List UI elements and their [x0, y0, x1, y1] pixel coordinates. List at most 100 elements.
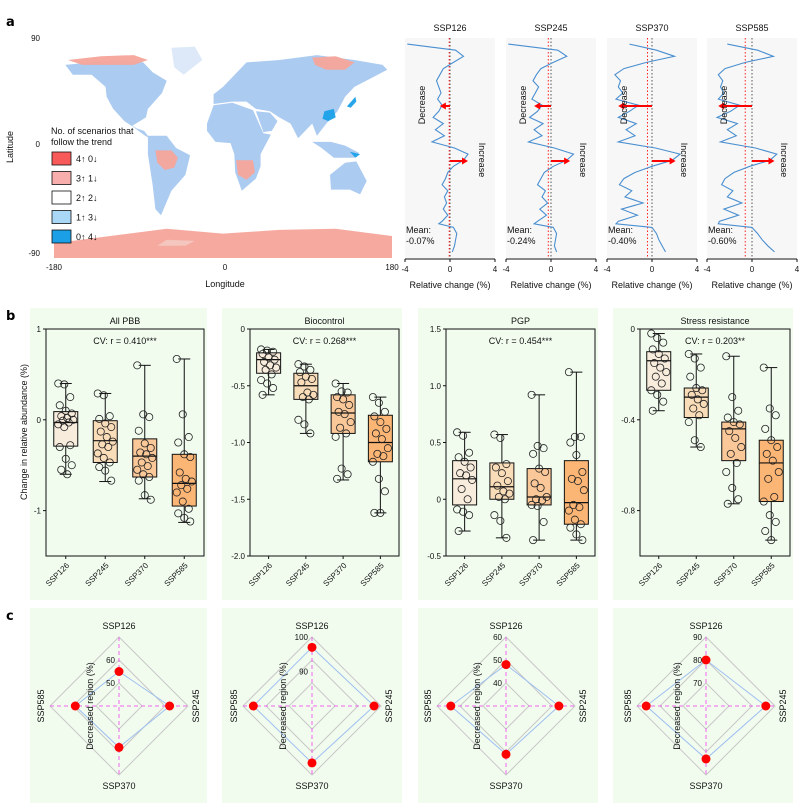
panel-background — [418, 308, 598, 600]
map-landmass — [255, 111, 278, 133]
data-point — [687, 390, 696, 399]
data-point — [333, 474, 342, 483]
data-point — [69, 415, 78, 424]
y-tick-label: 0 — [37, 416, 42, 425]
data-point — [735, 420, 744, 429]
x-axis-label: Relative change (%) — [409, 280, 490, 290]
data-point — [654, 349, 663, 358]
data-point — [96, 427, 105, 436]
radar-axis-label: SSP370 — [489, 781, 522, 791]
data-point — [662, 368, 671, 377]
data-point — [529, 536, 538, 545]
radar-point — [761, 701, 771, 711]
data-point — [765, 511, 774, 520]
map-landmass — [65, 60, 167, 126]
data-point — [380, 407, 389, 416]
radar-grid-ring — [436, 636, 576, 776]
decrease-label: Decrease — [619, 86, 629, 125]
y-tick-label: 0 — [631, 325, 636, 334]
data-point — [468, 475, 477, 484]
data-point — [267, 370, 276, 379]
box-ssp585 — [563, 368, 589, 545]
panel-letter-c: c — [6, 609, 14, 624]
radar-axis-label: SSP370 — [689, 781, 722, 791]
data-point — [66, 441, 75, 450]
data-point — [370, 412, 379, 421]
data-point — [300, 420, 309, 429]
box-ssp370 — [132, 361, 158, 504]
data-point — [178, 497, 187, 506]
data-point — [345, 401, 354, 410]
radar-r-tick: 40 — [493, 679, 502, 688]
profile-line — [407, 43, 469, 253]
data-point — [99, 453, 108, 462]
data-point — [459, 507, 468, 516]
data-point — [729, 418, 738, 427]
box-iqr — [171, 453, 197, 507]
data-point — [346, 418, 355, 427]
radar-r-tick: 70 — [693, 679, 702, 688]
legend-title: follow the trend — [51, 137, 112, 147]
data-point — [258, 349, 267, 358]
map-xtick: -180 — [46, 263, 63, 272]
data-point — [454, 453, 463, 462]
data-point — [572, 450, 581, 459]
legend-swatch — [51, 210, 72, 224]
map-xlabel: Longitude — [205, 279, 245, 289]
legend-label: 3↑ 1↓ — [76, 174, 98, 184]
decrease-arrowhead — [534, 102, 541, 110]
box-iqr — [452, 460, 478, 506]
data-point — [337, 464, 346, 473]
data-point — [145, 473, 154, 482]
data-point — [690, 354, 699, 363]
map-legend: No. of scenarios that follow the trend 4… — [51, 126, 134, 244]
radar-axis-label: SSP370 — [102, 781, 135, 791]
data-point — [725, 427, 734, 436]
panel-letter-b: b — [6, 309, 15, 324]
map-landmass — [349, 151, 361, 158]
data-point — [55, 401, 64, 410]
data-point — [340, 410, 349, 419]
data-point — [578, 468, 587, 477]
data-point — [306, 429, 315, 438]
data-point — [187, 477, 196, 486]
data-point — [333, 393, 342, 402]
data-point — [64, 418, 73, 427]
data-point — [493, 481, 502, 490]
data-point — [659, 338, 668, 347]
box-ssp370 — [526, 390, 552, 545]
panel-title: PGP — [511, 316, 530, 326]
data-point — [377, 435, 386, 444]
radar-panel: 90 100 SSP126 SSP370 SSP245 SSP585 Decreased r… — [222, 608, 402, 803]
y-tick-label: -1.5 — [231, 495, 245, 504]
data-point — [266, 361, 275, 370]
data-point — [99, 391, 108, 400]
data-point — [529, 449, 538, 458]
data-point — [465, 448, 474, 457]
data-point — [177, 481, 186, 490]
data-point — [453, 505, 462, 514]
data-point — [453, 428, 462, 437]
box-iqr — [489, 462, 515, 500]
cv-annotation: CV: r = 0.268*** — [293, 336, 357, 346]
map-landmasses — [54, 46, 392, 258]
data-point — [699, 399, 708, 408]
data-point — [184, 433, 193, 442]
data-point — [539, 517, 548, 526]
radar-point — [641, 701, 651, 711]
radar-axis-label: SSP585 — [423, 689, 433, 722]
data-point — [535, 464, 544, 473]
profile-title: SSP585 — [735, 23, 768, 33]
data-point — [146, 443, 155, 452]
mean-label: Mean: — [708, 225, 733, 235]
x-tick-label: -4 — [703, 265, 711, 274]
data-point — [257, 376, 266, 385]
data-point — [497, 469, 506, 478]
y-tick-label: -2.0 — [231, 552, 245, 561]
radar-axis-label: SSP585 — [36, 689, 46, 722]
data-point — [337, 387, 346, 396]
legend-swatch — [51, 151, 72, 166]
data-point — [331, 379, 340, 388]
data-point — [186, 453, 195, 462]
boxplot-ylabel: Change in relative abundance (%) — [19, 364, 29, 500]
